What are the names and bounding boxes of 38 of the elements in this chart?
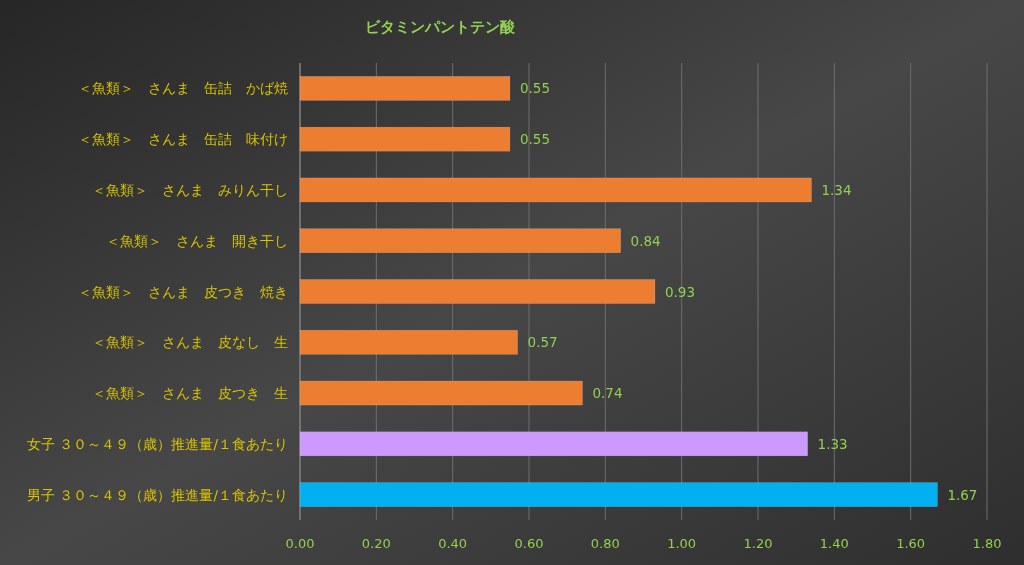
bar (299, 228, 621, 253)
bar (299, 177, 812, 203)
bar (299, 76, 511, 101)
y-tick-label: ＜魚類＞ さんま 皮なし 生 (92, 334, 288, 351)
x-tick-label: 0.00 (285, 536, 315, 551)
bar (299, 431, 808, 457)
bar (299, 126, 511, 152)
data-label: 0.55 (519, 80, 550, 97)
y-tick-label: ＜魚類＞ さんま 皮つき 焼き (78, 283, 288, 300)
y-tick-label: ＜魚類＞ さんま 開き干し (106, 232, 288, 249)
x-tick-label: 0.20 (361, 536, 391, 551)
x-tick-label: 1.00 (667, 536, 697, 551)
chart-title: ビタミンパントテン酸 (365, 18, 516, 36)
x-tick-label: 1.60 (896, 536, 926, 551)
x-tick-label: 0.80 (590, 536, 620, 551)
data-label: 0.55 (519, 131, 550, 148)
data-label: 1.33 (817, 435, 848, 452)
x-tick-label: 0.60 (514, 536, 544, 551)
y-tick-label: 女子 ３０～４９（歳）推進量/１食あたり (27, 435, 288, 452)
y-tick-label: 男子 ３０～４９（歳）推進量/１食あたり (27, 486, 288, 503)
x-tick-label: 1.20 (743, 536, 773, 551)
x-tick-label: 1.80 (972, 536, 1002, 551)
data-label: 0.93 (664, 283, 696, 300)
data-label: 1.34 (821, 181, 852, 198)
data-label: 1.67 (947, 486, 978, 503)
y-tick-label: ＜魚類＞ さんま 缶詰 かば焼 (78, 80, 288, 97)
data-label: 0.74 (592, 385, 623, 402)
bar (299, 482, 938, 507)
y-tick-label: ＜魚類＞ さんま 皮つき 生 (92, 385, 288, 402)
bar (299, 279, 656, 304)
x-tick-label: 1.40 (819, 536, 849, 551)
data-label: 0.57 (527, 334, 558, 351)
data-label: 0.84 (630, 232, 661, 249)
bar (299, 330, 518, 355)
y-tick-label: ＜魚類＞ さんま みりん干し (92, 181, 288, 198)
x-tick-label: 0.40 (438, 536, 468, 551)
bar (299, 380, 583, 406)
y-tick-label: ＜魚類＞ さんま 缶詰 味付け (78, 131, 288, 148)
